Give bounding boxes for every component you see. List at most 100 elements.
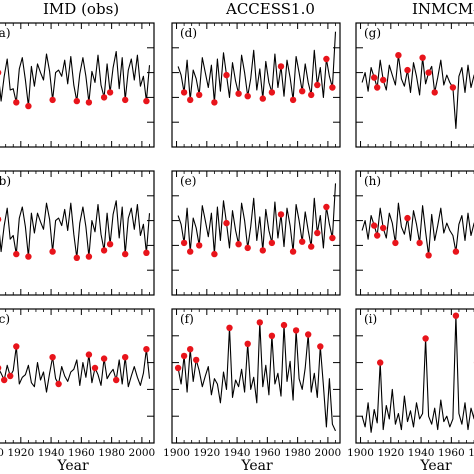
extreme-year-marker <box>187 96 194 104</box>
panel-frame <box>355 22 474 148</box>
extreme-year-marker <box>13 99 20 106</box>
extreme-year-marker <box>196 242 203 249</box>
extreme-year-marker <box>425 252 432 259</box>
extreme-year-marker <box>268 239 276 247</box>
panel-frame <box>171 170 341 296</box>
x-tick-label: 1920 <box>377 447 404 459</box>
extreme-year-marker <box>55 380 62 388</box>
extreme-year-marker <box>49 354 56 361</box>
series-line <box>177 183 337 255</box>
panel-label: (b) <box>0 174 11 188</box>
extreme-year-marker <box>122 354 129 361</box>
extreme-year-marker <box>259 247 266 254</box>
extreme-year-marker <box>85 99 93 106</box>
extreme-year-marker <box>299 88 306 95</box>
panel-f: 1900 1920 1940 1960 1980 2000 (f) <box>163 308 341 459</box>
column-title-inmcm: INMCM4 <box>412 0 474 18</box>
column-title-access: ACCESS1.0 <box>225 0 315 18</box>
extreme-year-marker <box>187 248 194 255</box>
extreme-year-marker <box>106 89 114 96</box>
extreme-year-marker <box>100 94 108 101</box>
extreme-year-marker <box>419 54 426 61</box>
extreme-year-marker <box>380 224 387 232</box>
extreme-year-marker <box>244 340 251 347</box>
extreme-year-marker <box>404 66 411 74</box>
extreme-year-marker <box>91 364 99 372</box>
extreme-year-marker <box>305 331 312 338</box>
extreme-year-marker <box>395 52 402 59</box>
extreme-year-marker <box>235 90 242 97</box>
extreme-year-marker <box>187 346 194 353</box>
series-line <box>177 321 336 432</box>
extreme-year-marker <box>404 214 411 222</box>
extreme-year-marker <box>371 74 378 81</box>
x-tick-label: 1920 <box>193 447 220 459</box>
extreme-year-marker <box>180 89 188 96</box>
extreme-year-marker <box>377 359 384 366</box>
extreme-year-marker <box>180 239 188 247</box>
extreme-year-marker <box>13 250 20 258</box>
panel-frame <box>0 308 155 444</box>
extreme-year-marker <box>380 76 387 84</box>
x-tick-label: 1920 <box>7 447 34 459</box>
extreme-year-marker <box>323 55 330 63</box>
extreme-year-marker <box>73 97 81 105</box>
extreme-year-marker <box>0 216 2 222</box>
series-line <box>361 315 474 433</box>
extreme-year-marker <box>49 96 56 104</box>
extreme-year-marker <box>289 96 297 104</box>
extreme-year-marker <box>180 352 188 360</box>
panel-label: (f) <box>180 312 194 326</box>
extreme-year-marker <box>223 219 230 227</box>
extreme-year-marker <box>100 355 108 362</box>
extreme-year-marker <box>73 254 81 261</box>
extreme-year-marker <box>174 364 182 372</box>
extreme-year-marker <box>277 63 285 70</box>
series-line <box>361 54 474 129</box>
extreme-year-marker <box>244 93 251 100</box>
extreme-year-marker <box>308 91 315 99</box>
extreme-year-marker <box>143 97 150 105</box>
x-tick-label: 1900 <box>347 447 374 459</box>
series-line <box>0 345 151 393</box>
extreme-year-marker <box>0 376 8 384</box>
x-tick-label: 1960 <box>68 447 95 459</box>
extreme-year-marker <box>0 365 2 371</box>
extreme-year-marker <box>122 96 129 104</box>
extreme-year-marker <box>329 84 336 91</box>
extreme-year-marker <box>292 327 300 334</box>
x-tick-label: 1960 <box>254 447 281 459</box>
extreme-year-marker <box>256 319 263 326</box>
extreme-year-marker <box>431 89 438 96</box>
series-line <box>0 50 151 107</box>
extreme-year-marker <box>211 99 218 106</box>
panel-e: (e) <box>171 170 341 296</box>
extreme-year-marker <box>85 253 93 260</box>
series-line <box>0 200 151 259</box>
extreme-year-marker <box>100 247 108 254</box>
extreme-year-marker <box>13 343 20 350</box>
x-tick-label: 1900 <box>0 447 4 459</box>
series-line <box>177 31 337 103</box>
extreme-year-marker <box>452 248 460 255</box>
extreme-year-marker <box>329 234 336 242</box>
extreme-year-marker <box>452 312 460 319</box>
extreme-year-marker <box>113 376 120 384</box>
series-line <box>361 202 474 256</box>
extreme-year-marker <box>25 102 32 110</box>
extreme-year-marker <box>143 346 150 353</box>
extreme-year-marker <box>226 324 233 331</box>
x-tick-label: 2000 <box>129 447 156 459</box>
extreme-year-marker <box>223 71 230 79</box>
extreme-year-marker <box>425 69 432 76</box>
x-axis-label-left: Year <box>56 458 89 474</box>
extreme-year-marker <box>289 248 297 255</box>
x-tick-label: 1980 <box>468 447 474 459</box>
extreme-year-marker <box>323 203 330 211</box>
panel-b: (b) <box>0 170 155 296</box>
extreme-year-marker <box>49 248 56 255</box>
extreme-year-marker <box>268 332 276 339</box>
panel-frame <box>171 308 341 444</box>
